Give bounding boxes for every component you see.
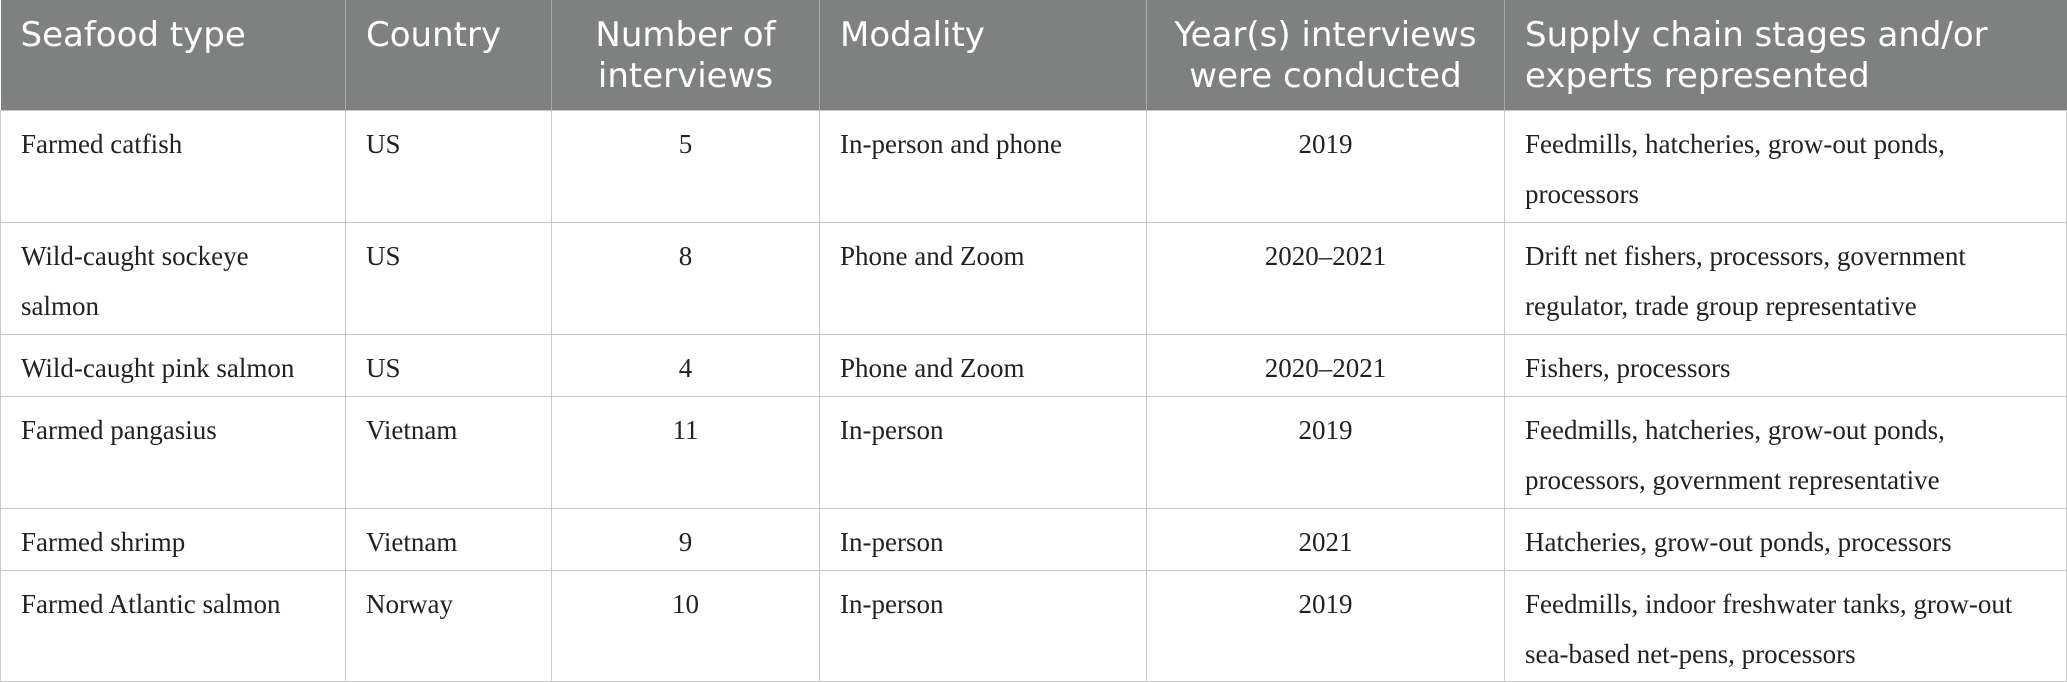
cell-modality: Phone and Zoom	[819, 333, 1147, 397]
header-country: Country	[345, 0, 552, 110]
cell-number-of-interviews: 8	[551, 221, 820, 335]
cell-supply-chain-stages: Fishers, processors	[1504, 333, 2067, 397]
header-supply-chain-stages: Supply chain stages and/or experts repre…	[1504, 0, 2067, 110]
cell-modality: In-person and phone	[819, 109, 1147, 223]
cell-years-conducted: 2019	[1146, 109, 1505, 223]
cell-modality: In-person	[819, 569, 1147, 682]
cell-modality: Phone and Zoom	[819, 221, 1147, 335]
cell-supply-chain-stages: Feedmills, indoor freshwater tanks, grow…	[1504, 569, 2067, 682]
cell-country: US	[345, 109, 552, 223]
header-number-of-interviews: Number of interviews	[551, 0, 820, 110]
cell-number-of-interviews: 4	[551, 333, 820, 397]
cell-country: Vietnam	[345, 395, 552, 509]
table-row: Farmed Atlantic salmon Norway 10 In-pers…	[0, 569, 2067, 682]
cell-years-conducted: 2021	[1146, 507, 1505, 571]
cell-modality: In-person	[819, 507, 1147, 571]
cell-seafood-type: Farmed Atlantic salmon	[0, 569, 346, 682]
cell-seafood-type: Wild-caught sockeye salmon	[0, 221, 346, 335]
cell-seafood-type: Farmed catfish	[0, 109, 346, 223]
cell-supply-chain-stages: Feedmills, hatcheries, grow-out ponds, p…	[1504, 395, 2067, 509]
cell-number-of-interviews: 11	[551, 395, 820, 509]
table-row: Farmed shrimp Vietnam 9 In-person 2021 H…	[0, 507, 2067, 571]
cell-years-conducted: 2019	[1146, 569, 1505, 682]
cell-years-conducted: 2020–2021	[1146, 221, 1505, 335]
cell-supply-chain-stages: Drift net fishers, processors, governmen…	[1504, 221, 2067, 335]
cell-supply-chain-stages: Hatcheries, grow-out ponds, processors	[1504, 507, 2067, 571]
table-row: Wild-caught pink salmon US 4 Phone and Z…	[0, 333, 2067, 397]
cell-seafood-type: Wild-caught pink salmon	[0, 333, 346, 397]
cell-supply-chain-stages: Feedmills, hatcheries, grow-out ponds, p…	[1504, 109, 2067, 223]
cell-seafood-type: Farmed pangasius	[0, 395, 346, 509]
header-seafood-type: Seafood type	[20, 15, 246, 55]
cell-number-of-interviews: 9	[551, 507, 820, 571]
cell-number-of-interviews: 10	[551, 569, 820, 682]
cell-seafood-type: Farmed shrimp	[0, 507, 346, 571]
cell-years-conducted: 2020–2021	[1146, 333, 1505, 397]
cell-country: Norway	[345, 569, 552, 682]
header-years-conducted: Year(s) interviews were conducted	[1146, 0, 1505, 110]
cell-modality: In-person	[819, 395, 1147, 509]
header-modality: Modality	[819, 0, 1147, 110]
table-header-row: Seafood type Country Number of interview…	[0, 0, 2067, 110]
table-row: Farmed pangasius Vietnam 11 In-person 20…	[0, 395, 2067, 509]
cell-country: Vietnam	[345, 507, 552, 571]
cell-years-conducted: 2019	[1146, 395, 1505, 509]
table-row: Wild-caught sockeye salmon US 8 Phone an…	[0, 221, 2067, 335]
cell-country: US	[345, 221, 552, 335]
cell-country: US	[345, 333, 552, 397]
table-row: Farmed catfish US 5 In-person and phone …	[0, 109, 2067, 223]
cell-number-of-interviews: 5	[551, 109, 820, 223]
